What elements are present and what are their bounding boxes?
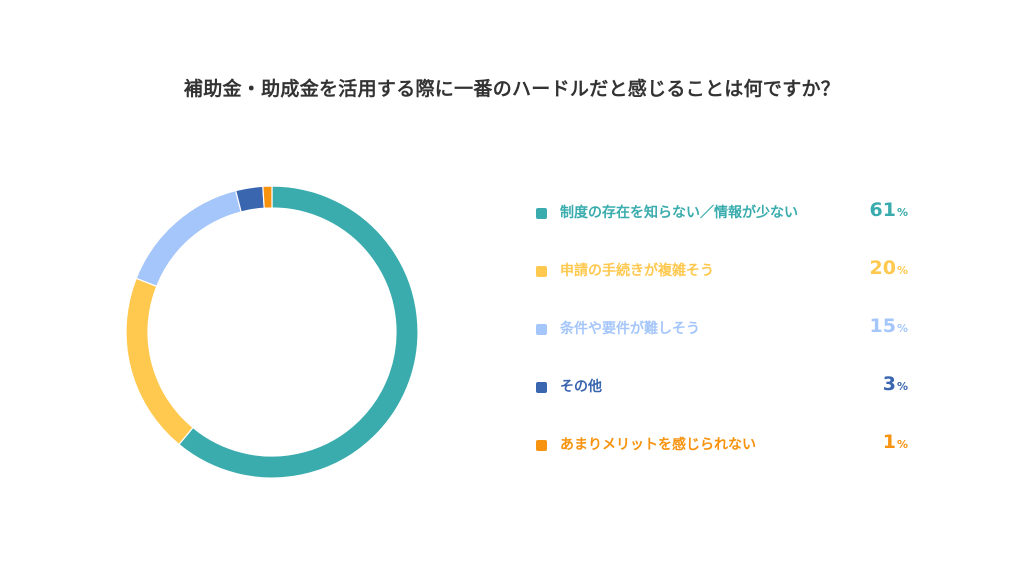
legend-value: 61%	[870, 199, 908, 221]
donut-slice-5	[262, 185, 273, 209]
legend-label: その他	[560, 379, 602, 395]
legend-swatch	[536, 208, 547, 219]
legend-value-unit: %	[896, 264, 908, 277]
legend-swatch	[536, 440, 547, 451]
legend-value-number: 15	[869, 315, 896, 337]
legend-value-unit: %	[896, 206, 908, 219]
legend-label: あまりメリットを感じられない	[560, 437, 756, 453]
legend-value-number: 3	[882, 373, 896, 395]
legend-swatch	[536, 266, 547, 277]
legend-value-unit: %	[896, 438, 908, 451]
legend-value: 20%	[870, 257, 908, 279]
legend-label: 制度の存在を知らない／情報が少ない	[560, 205, 798, 221]
legend-swatch	[536, 382, 547, 393]
legend-item: その他 3%	[536, 370, 916, 428]
legend-value: 3%	[883, 373, 908, 395]
donut-slice-1	[178, 185, 419, 479]
donut-slice-3	[135, 189, 242, 288]
donut-slice-4	[234, 185, 265, 213]
legend-swatch	[536, 324, 547, 335]
legend-label: 申請の手続きが複雑そう	[560, 263, 714, 279]
donut-slice-2	[125, 277, 194, 446]
chart-title: 補助金・助成金を活用する際に一番のハードルだと感じることは何ですか？	[183, 78, 841, 100]
legend-value-number: 1	[882, 431, 896, 453]
legend-value-unit: %	[896, 322, 908, 335]
legend-item: 条件や要件が難しそう 15%	[536, 312, 916, 370]
legend-value: 1%	[883, 431, 908, 453]
legend-item: 申請の手続きが複雑そう 20%	[536, 254, 916, 312]
legend-value-number: 61	[869, 199, 896, 221]
legend-item: 制度の存在を知らない／情報が少ない 61%	[536, 196, 916, 254]
legend-value-number: 20	[869, 257, 896, 279]
legend-value-unit: %	[896, 380, 908, 393]
legend: 制度の存在を知らない／情報が少ない 61% 申請の手続きが複雑そう 20% 条件や要件が…	[536, 196, 916, 486]
legend-label: 条件や要件が難しそう	[560, 321, 700, 337]
legend-item: あまりメリットを感じられない 1%	[536, 428, 916, 486]
legend-value: 15%	[870, 315, 908, 337]
